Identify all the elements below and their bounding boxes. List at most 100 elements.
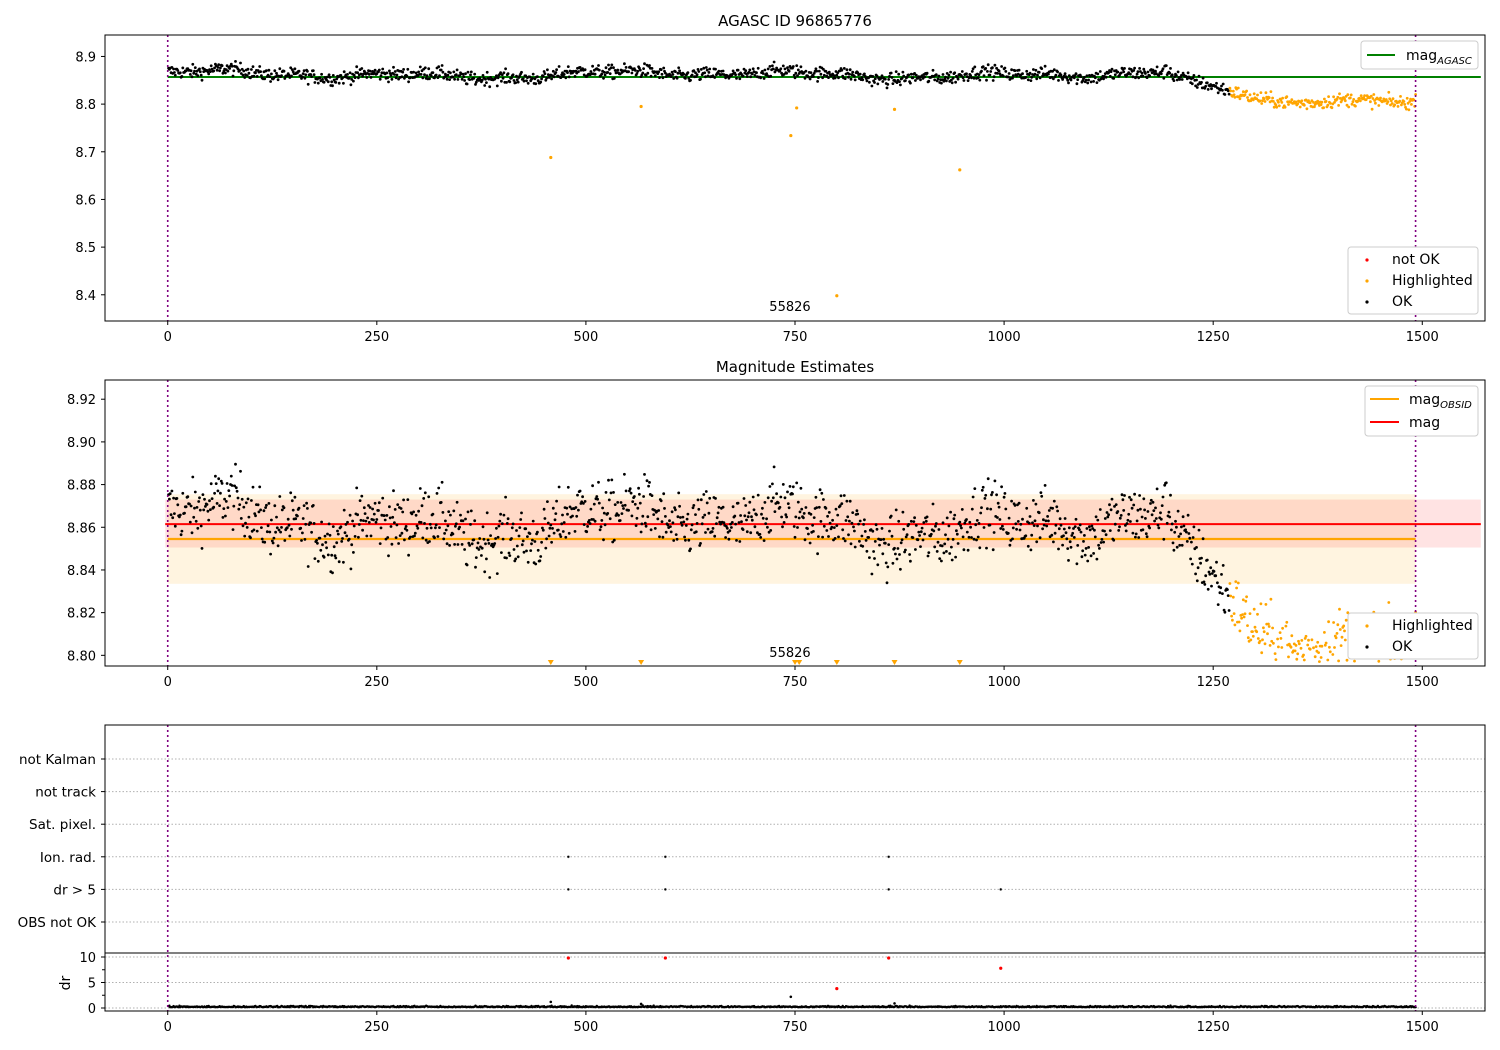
agasc-ok-point — [887, 78, 891, 81]
magnitude-clipped-marker — [833, 660, 840, 665]
magnitude-ok-point — [864, 539, 868, 542]
magnitude-ok-point — [445, 542, 449, 546]
magnitude-ok-point — [1206, 587, 1210, 591]
magnitude-ok-point — [807, 532, 810, 536]
magnitude-ok-point — [554, 512, 558, 515]
agasc-ok-point — [909, 81, 912, 85]
magnitude-ok-point — [782, 521, 786, 524]
agasc-ok-point — [293, 67, 297, 71]
agasc-ok-point — [750, 72, 754, 76]
agasc-ok-point — [1144, 72, 1147, 75]
magnitude-ok-point — [1098, 547, 1101, 550]
magnitude-ok-point — [650, 494, 654, 497]
agasc-ok-point — [845, 68, 849, 72]
magnitude-ok-point — [360, 494, 364, 498]
agasc-ok-point — [793, 76, 797, 80]
agasc-ok-point — [445, 77, 449, 81]
magnitude-ok-point — [936, 540, 940, 544]
magnitude-ok-point — [1082, 540, 1085, 543]
magnitude-highlighted-point — [1241, 598, 1245, 602]
agasc-highlighted-point — [1296, 102, 1300, 106]
magnitude-ok-point — [1174, 519, 1177, 523]
magnitude-ok-point — [480, 546, 484, 550]
magnitude-ok-point — [990, 493, 993, 497]
magnitude-ok-point — [633, 495, 636, 498]
magnitude-ok-point — [971, 495, 975, 499]
agasc-ok-point — [960, 74, 963, 78]
flag-row-label: Sat. pixel. — [29, 817, 96, 833]
agasc-ok-point — [898, 80, 901, 83]
magnitude-ok-point — [378, 542, 382, 545]
magnitude-ok-point — [340, 540, 344, 543]
agasc-ok-point — [703, 71, 707, 75]
agasc-ok-point — [751, 67, 755, 71]
magnitude-ok-point — [913, 516, 916, 520]
magnitude-ok-point — [659, 499, 663, 503]
magnitude-ok-point — [1216, 581, 1219, 585]
agasc-highlighted-point — [1387, 90, 1391, 94]
agasc-ok-point — [352, 73, 356, 77]
magnitude-ok-point — [327, 522, 331, 526]
magnitude-ok-point — [286, 517, 290, 521]
magnitude-estimates-background — [105, 380, 1485, 666]
magnitude-ok-point — [201, 493, 205, 496]
agasc-highlighted-point — [1302, 103, 1306, 107]
magnitude-ok-point — [1150, 513, 1154, 517]
magnitude-ok-point — [925, 515, 929, 519]
agasc-ok-point — [690, 73, 694, 77]
magnitude-ok-point — [679, 521, 683, 525]
magnitude-ok-point — [818, 488, 822, 492]
magnitude-ok-point — [357, 523, 361, 526]
magnitude-highlighted-point — [1327, 620, 1330, 624]
agasc-highlighted-point — [1280, 101, 1284, 104]
magnitude-ok-point — [413, 534, 416, 538]
agasc-ok-point — [239, 61, 242, 65]
magnitude-ok-point — [1027, 521, 1031, 525]
magnitude-ok-point — [747, 511, 751, 515]
agasc-ok-point — [234, 60, 237, 63]
magnitude-highlighted-point — [1243, 612, 1247, 616]
agasc-ok-point — [923, 75, 926, 79]
magnitude-ok-point — [1011, 526, 1015, 530]
agasc-ok-point — [624, 66, 628, 69]
magnitude-ok-point — [1053, 531, 1057, 535]
magnitude-ok-point — [463, 548, 466, 551]
magnitude-ok-point — [689, 528, 693, 532]
magnitude-ok-point — [319, 548, 323, 552]
agasc-line-legend-label: magAGASC — [1406, 48, 1472, 67]
agasc-ok-point — [678, 69, 681, 73]
magnitude-ok-point — [550, 540, 553, 544]
agasc-ok-point — [462, 75, 466, 79]
magnitude-ok-point — [749, 531, 753, 535]
agasc-ok-point — [1192, 74, 1196, 77]
magnitude-highlighted-point — [1244, 599, 1248, 603]
magnitude-ok-point — [640, 522, 644, 526]
magnitude-ok-point — [780, 515, 783, 519]
magnitude-highlighted-point — [1343, 638, 1347, 642]
magnitude-ok-point — [729, 522, 732, 526]
magnitude-ok-point — [169, 513, 173, 517]
magnitude-ok-point — [1052, 499, 1056, 503]
magnitude-ok-point — [1182, 524, 1186, 528]
magnitude-ok-point — [543, 517, 547, 520]
agasc-ok-point — [412, 70, 415, 74]
agasc-ok-point — [980, 69, 983, 73]
agasc-ok-point — [1056, 70, 1059, 74]
magnitude-ok-point — [1113, 505, 1116, 508]
magnitude-ok-point — [1140, 515, 1144, 519]
magnitude-ok-point — [786, 490, 789, 494]
magnitude-ok-point — [672, 539, 676, 542]
magnitude-ok-point — [519, 518, 523, 521]
magnitude-highlighted-point — [1324, 641, 1328, 645]
magnitude-ok-point — [1062, 527, 1066, 531]
magnitude-ok-point — [412, 510, 415, 514]
magnitude-highlighted-point — [1231, 595, 1235, 599]
agasc-highlighted-point — [1275, 105, 1279, 109]
magnitude-ok-point — [899, 541, 903, 545]
magnitude-ok-point — [467, 541, 471, 545]
agasc-ok-point — [649, 74, 653, 78]
magnitude-ok-point — [488, 576, 492, 579]
agasc-ok-point — [273, 69, 277, 73]
magnitude-ok-point — [1090, 524, 1094, 528]
magnitude-ok-point — [504, 495, 507, 499]
